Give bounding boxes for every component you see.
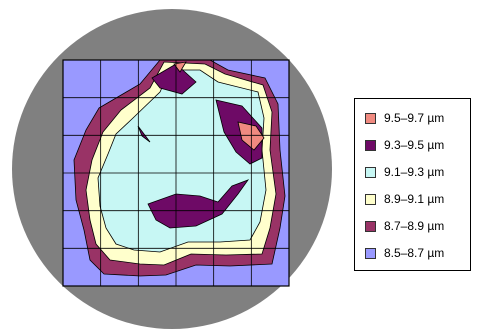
legend: 9.5–9.7 µm 9.3–9.5 µm 9.1–9.3 µm 8.9–9.1…: [354, 98, 471, 271]
legend-item: 9.3–9.5 µm: [365, 137, 444, 153]
legend-item: 8.7–8.9 µm: [365, 218, 444, 234]
contour-zone: [137, 125, 151, 143]
legend-item: 9.1–9.3 µm: [365, 164, 444, 180]
legend-label-9-5-9-7: 9.5–9.7 µm: [384, 111, 445, 125]
legend-swatch-9-3-9-5: [365, 139, 376, 151]
legend-label-9-1-9-3: 9.1–9.3 µm: [384, 165, 445, 179]
legend-swatch-8-5-8-7: [365, 247, 376, 259]
legend-label-9-3-9-5: 9.3–9.5 µm: [384, 138, 445, 152]
legend-item: 8.9–9.1 µm: [365, 191, 444, 207]
contour-zones: [62, 59, 290, 287]
plot-frame: [62, 59, 290, 287]
legend-label-8-5-8-7: 8.5–8.7 µm: [384, 246, 445, 260]
legend-swatch-8-7-8-9: [365, 220, 376, 232]
legend-label-8-9-9-1: 8.9–9.1 µm: [384, 192, 445, 206]
legend-swatch-9-5-9-7: [365, 112, 376, 124]
contour-zone: [147, 179, 250, 229]
legend-label-8-7-8-9: 8.7–8.9 µm: [384, 219, 445, 233]
contour-zone: [151, 63, 197, 95]
legend-swatch-8-9-9-1: [365, 193, 376, 205]
legend-item: 9.5–9.7 µm: [365, 110, 444, 126]
legend-item: 8.5–8.7 µm: [365, 245, 444, 261]
grid-lines: [63, 60, 289, 286]
contour-zone: [173, 61, 187, 73]
legend-swatch-9-1-9-3: [365, 166, 376, 178]
